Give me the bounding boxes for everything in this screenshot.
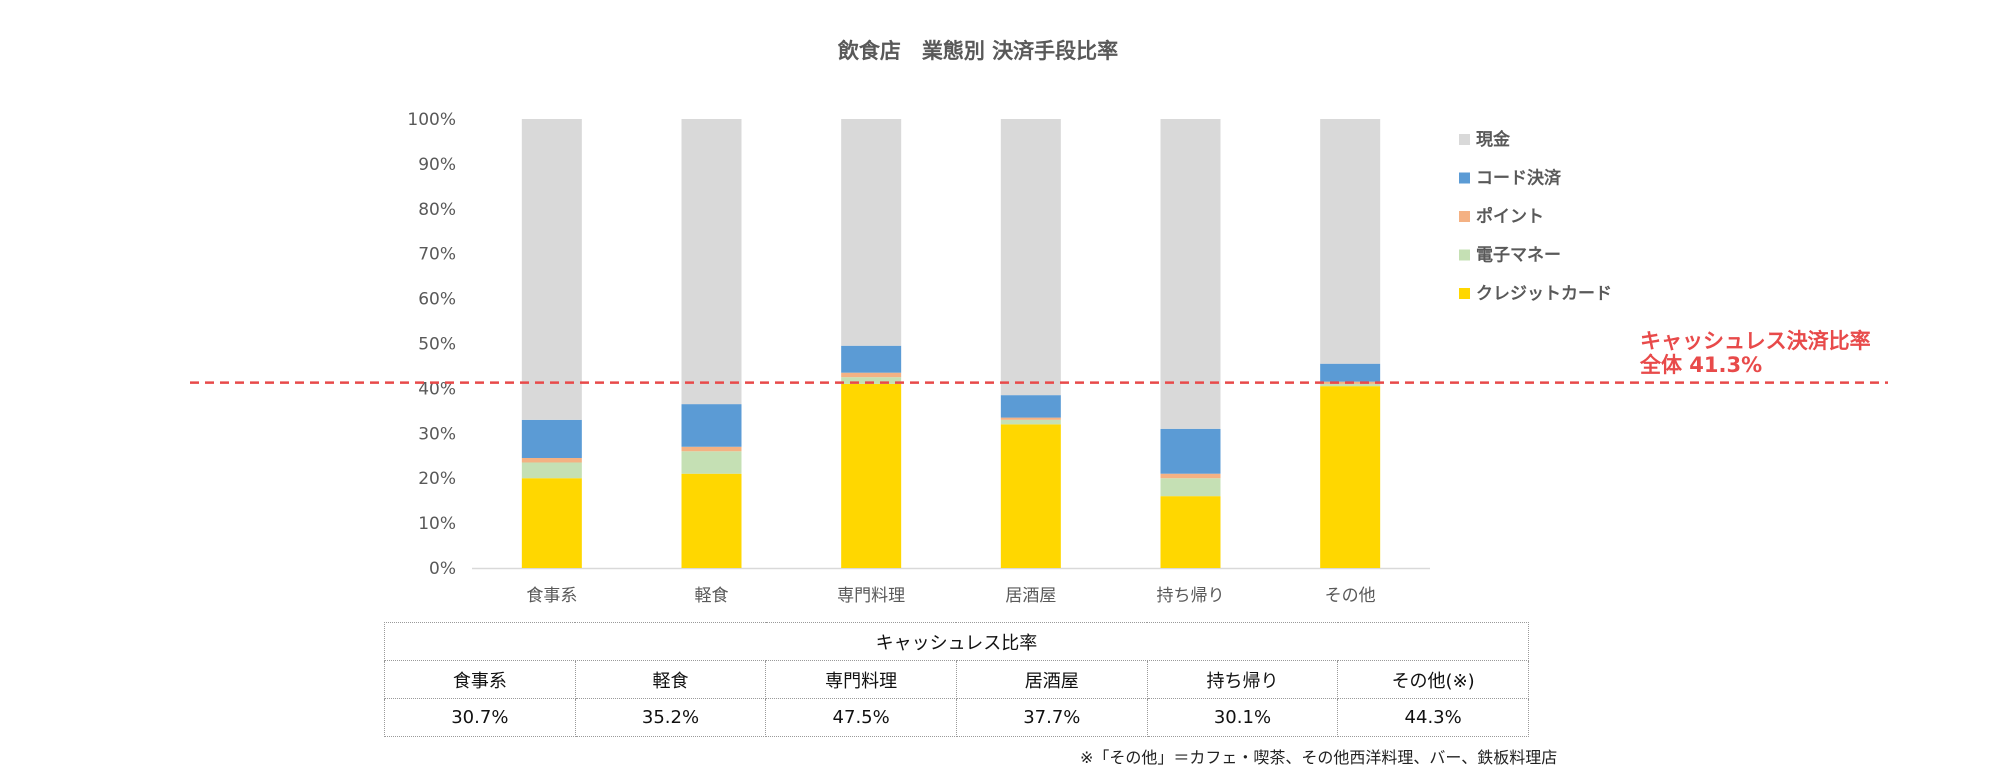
y-tick-label: 100% <box>407 110 456 130</box>
bar-segment <box>1000 424 1061 568</box>
bar-segment <box>841 383 902 568</box>
bar-segment <box>1320 386 1381 568</box>
bar-segment <box>1000 119 1061 396</box>
bar-segment <box>1320 383 1381 387</box>
y-tick-label: 60% <box>418 290 456 310</box>
x-category-label: 食事系 <box>526 586 577 606</box>
legend-swatch <box>1459 249 1470 261</box>
bar-segment <box>681 451 742 474</box>
bar-segment <box>1160 119 1221 429</box>
x-category-label: 持ち帰り <box>1157 586 1225 606</box>
legend-swatch <box>1459 211 1470 222</box>
bar-segment <box>1160 428 1221 474</box>
chart-title: 飲食店 業態別 決済手段比率 <box>837 39 1118 63</box>
bar-segment <box>1160 496 1221 568</box>
bar-segment <box>681 404 742 447</box>
cashless-ratio-table: キャッシュレス比率 食事系 軽食 専門料理 居酒屋 持ち帰り その他(※) 30… <box>384 622 1529 737</box>
bar-segment <box>1000 417 1061 420</box>
y-tick-label: 10% <box>418 514 456 534</box>
y-tick-label: 70% <box>418 245 456 265</box>
table-value-cell: 44.3% <box>1337 698 1529 737</box>
table-category-cell: 居酒屋 <box>955 660 1148 699</box>
table-value-cell: 30.7% <box>384 698 576 737</box>
bar-segment <box>521 457 582 463</box>
table-category-cell: 食事系 <box>384 660 576 699</box>
x-category-label: その他 <box>1325 586 1376 606</box>
y-tick-label: 0% <box>429 559 456 579</box>
bar-segment <box>521 119 582 420</box>
legend-swatch <box>1459 288 1470 299</box>
bar-segment <box>1000 419 1061 425</box>
legend-swatch <box>1459 134 1470 145</box>
legend-label: 現金 <box>1476 129 1511 150</box>
bar-segment <box>841 345 902 373</box>
bar-segment <box>1160 473 1221 479</box>
table-category-cell: 持ち帰り <box>1146 660 1339 699</box>
bar-segment <box>521 478 582 568</box>
table-category-cell: 専門料理 <box>765 660 957 699</box>
stacked-bar-chart: 飲食店 業態別 決済手段比率 0% 10% 20% 30% 40% 50% 60% 70% 80… <box>190 39 1888 606</box>
bar-segment <box>1000 395 1061 418</box>
bar-segment <box>521 419 582 458</box>
table-value-cell: 37.7% <box>955 698 1148 737</box>
footnote: ※「その他」＝カフェ・喫茶、その他西洋料理、バー、鉄板料理店 <box>1080 748 1558 767</box>
table-category-cell: 軽食 <box>574 660 767 699</box>
table-header-row: キャッシュレス比率 <box>384 622 1529 661</box>
y-tick-label: 40% <box>418 379 456 399</box>
x-category-label: 軽食 <box>695 586 729 606</box>
cashless-ratio-annotation-line1: キャッシュレス決済比率 <box>1640 329 1871 353</box>
table-value-cell: 35.2% <box>574 698 767 737</box>
bar-segment <box>1320 119 1381 364</box>
legend-swatch <box>1459 172 1470 184</box>
cashless-ratio-annotation-line2: 全体 41.3% <box>1639 353 1762 377</box>
bar-segment <box>841 119 902 346</box>
bar-segment <box>1320 363 1381 382</box>
y-tick-label: 50% <box>418 335 456 355</box>
bar-segment <box>681 446 742 452</box>
table-value-row: 30.7% 35.2% 47.5% 37.7% 30.1% 44.3% <box>384 698 1529 737</box>
legend-label: 電子マネー <box>1476 246 1561 266</box>
table-value-cell: 47.5% <box>765 698 957 737</box>
bar-segment <box>521 462 582 479</box>
legend-label: ポイント <box>1476 206 1544 227</box>
y-tick-label: 20% <box>418 469 456 489</box>
y-tick-label: 80% <box>418 200 456 220</box>
bar-segment <box>841 372 902 378</box>
x-category-label: 専門料理 <box>837 586 905 606</box>
legend-label: コード決済 <box>1476 168 1562 189</box>
y-tick-label: 30% <box>418 424 456 444</box>
table-header: キャッシュレス比率 <box>384 622 1529 661</box>
bar-segment <box>841 377 902 384</box>
table-category-cell: その他(※) <box>1337 660 1529 699</box>
table-value-cell: 30.1% <box>1146 698 1339 737</box>
legend-label: クレジットカード <box>1476 284 1612 304</box>
bar-segment <box>681 119 742 405</box>
y-tick-label: 90% <box>418 155 456 175</box>
bar-segment <box>681 473 742 568</box>
bar-segment <box>1160 478 1221 497</box>
table-category-row: 食事系 軽食 専門料理 居酒屋 持ち帰り その他(※) <box>384 660 1529 699</box>
x-category-label: 居酒屋 <box>1005 586 1056 606</box>
